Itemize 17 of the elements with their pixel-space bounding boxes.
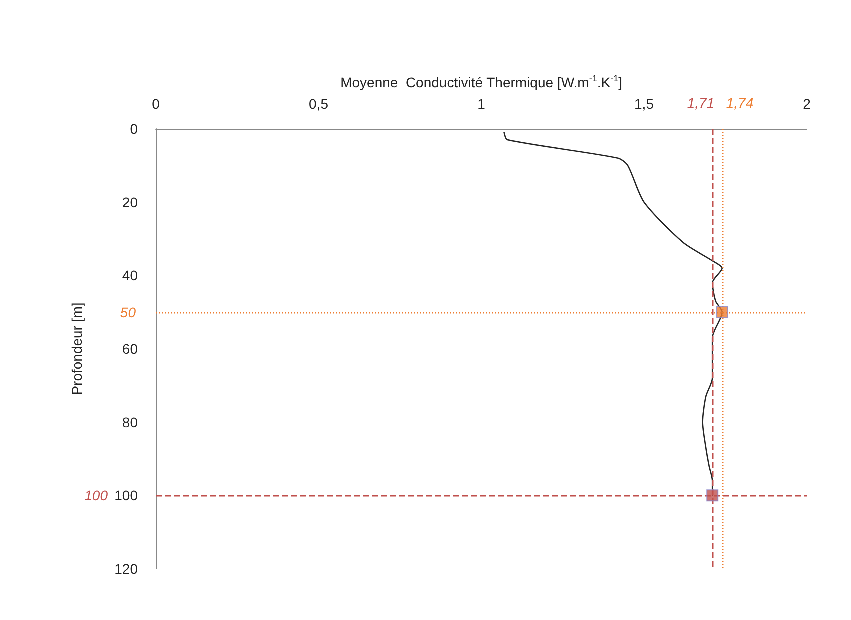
y-tick-label: 120 — [114, 561, 138, 577]
x-tick-label: 0 — [152, 96, 160, 112]
x-tick-label: 1,5 — [634, 96, 654, 112]
ref-line-label: 100 — [84, 488, 108, 504]
y-tick-label: 20 — [122, 194, 138, 210]
y-tick-label: 80 — [122, 414, 138, 430]
y-tick-label: 0 — [130, 121, 138, 137]
ref-line-label: 50 — [120, 304, 136, 320]
x-tick-label: 0,5 — [309, 96, 329, 112]
y-axis-title: Profondeur [m] — [69, 302, 85, 396]
x-tick-label: 2 — [803, 96, 812, 112]
ref-line-label: 1,74 — [726, 95, 754, 111]
y-tick-label: 100 — [114, 488, 138, 504]
y-tick-label: 60 — [122, 341, 138, 357]
ref-line-label: 1,71 — [687, 95, 715, 111]
y-tick-label: 40 — [122, 268, 138, 284]
x-tick-label: 1 — [478, 96, 486, 112]
